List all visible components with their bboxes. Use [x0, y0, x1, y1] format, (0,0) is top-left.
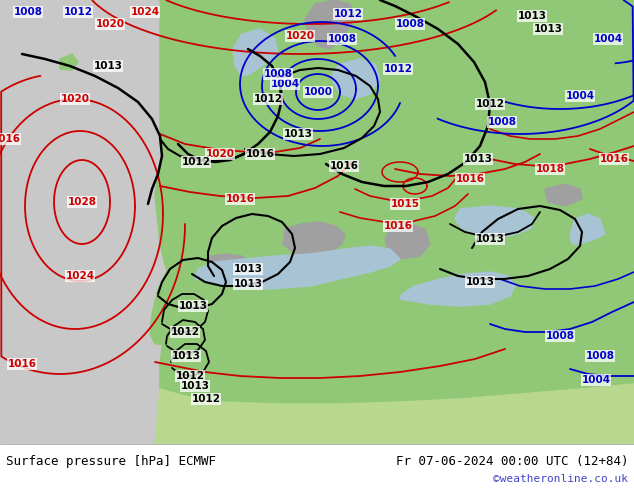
- Polygon shape: [283, 222, 335, 276]
- Text: 1013: 1013: [463, 154, 493, 164]
- Text: 1008: 1008: [264, 69, 292, 79]
- Polygon shape: [150, 254, 245, 344]
- Polygon shape: [305, 0, 355, 49]
- Text: 1020: 1020: [285, 31, 314, 41]
- Polygon shape: [400, 272, 515, 306]
- Polygon shape: [160, 0, 634, 344]
- Polygon shape: [155, 0, 634, 444]
- Text: 1013: 1013: [233, 264, 262, 274]
- Text: 1008: 1008: [328, 34, 356, 44]
- Text: 1012: 1012: [333, 9, 363, 19]
- Text: 1024: 1024: [131, 7, 160, 17]
- Text: 1012: 1012: [476, 99, 505, 109]
- Polygon shape: [233, 29, 278, 76]
- Polygon shape: [545, 184, 582, 206]
- Text: 1013: 1013: [181, 381, 209, 391]
- Text: 1016: 1016: [384, 221, 413, 231]
- Text: 1013: 1013: [233, 279, 262, 289]
- Polygon shape: [195, 246, 400, 289]
- Polygon shape: [570, 214, 605, 244]
- Text: 1016: 1016: [226, 194, 254, 204]
- Text: 1020: 1020: [205, 149, 235, 159]
- Polygon shape: [283, 222, 345, 256]
- Text: 1016: 1016: [455, 174, 484, 184]
- Polygon shape: [210, 254, 248, 271]
- Text: 1008: 1008: [13, 7, 42, 17]
- Polygon shape: [455, 206, 535, 236]
- Text: 1004: 1004: [566, 91, 595, 101]
- Text: 1018: 1018: [536, 164, 564, 174]
- Text: 1013: 1013: [179, 301, 207, 311]
- Text: 1013: 1013: [476, 234, 505, 244]
- Text: 1028: 1028: [67, 197, 96, 207]
- Text: 1013: 1013: [533, 24, 562, 34]
- Polygon shape: [155, 384, 634, 444]
- Text: 1016: 1016: [245, 149, 275, 159]
- Polygon shape: [333, 59, 380, 99]
- Text: 1012: 1012: [176, 371, 205, 381]
- Polygon shape: [280, 0, 380, 164]
- Text: Surface pressure [hPa] ECMWF: Surface pressure [hPa] ECMWF: [6, 455, 216, 468]
- Text: 1013: 1013: [517, 11, 547, 21]
- Text: 1020: 1020: [96, 19, 124, 29]
- Text: 1004: 1004: [271, 79, 299, 89]
- Text: 1016: 1016: [8, 359, 37, 369]
- Text: 1012: 1012: [384, 64, 413, 74]
- Polygon shape: [60, 54, 78, 70]
- Text: 1008: 1008: [488, 117, 517, 127]
- Text: 1013: 1013: [172, 351, 200, 361]
- Text: 1008: 1008: [396, 19, 425, 29]
- Text: 1008: 1008: [586, 351, 614, 361]
- Text: 1012: 1012: [191, 394, 221, 404]
- Text: 1016: 1016: [0, 134, 20, 144]
- Text: 1008: 1008: [545, 331, 574, 341]
- Text: 1012: 1012: [181, 157, 210, 167]
- Text: 1004: 1004: [593, 34, 623, 44]
- Text: 1015: 1015: [391, 199, 420, 209]
- Text: 1012: 1012: [254, 94, 283, 104]
- Text: ©weatheronline.co.uk: ©weatheronline.co.uk: [493, 474, 628, 485]
- Text: 1024: 1024: [65, 271, 94, 281]
- Text: 1013: 1013: [465, 277, 495, 287]
- Polygon shape: [385, 224, 430, 259]
- Text: 1012: 1012: [63, 7, 93, 17]
- Text: 1012: 1012: [171, 327, 200, 337]
- Text: 1004: 1004: [581, 375, 611, 385]
- Text: Fr 07-06-2024 00:00 UTC (12+84): Fr 07-06-2024 00:00 UTC (12+84): [396, 455, 628, 468]
- Polygon shape: [162, 64, 200, 114]
- Text: 1016: 1016: [330, 161, 358, 171]
- Text: 1013: 1013: [283, 129, 313, 139]
- Text: 1013: 1013: [93, 61, 122, 71]
- Text: 1020: 1020: [60, 94, 89, 104]
- Text: 1000: 1000: [304, 87, 332, 97]
- Text: 1016: 1016: [600, 154, 628, 164]
